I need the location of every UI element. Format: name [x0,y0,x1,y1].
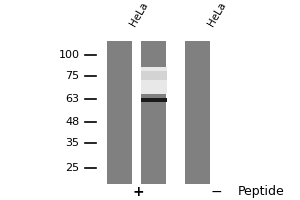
Bar [141,98,167,102]
Text: HeLa: HeLa [206,1,228,28]
Text: 100: 100 [58,50,80,60]
Text: −: − [211,185,223,199]
FancyBboxPatch shape [106,41,132,184]
FancyBboxPatch shape [184,41,210,184]
Text: 48: 48 [65,117,80,127]
Text: +: + [133,185,145,199]
FancyBboxPatch shape [141,41,167,184]
Text: 63: 63 [65,94,80,104]
Text: HeLa: HeLa [128,1,150,28]
Text: Peptide: Peptide [238,185,284,198]
Text: 25: 25 [65,163,80,173]
Bar [141,71,167,80]
Bar [141,67,167,94]
Text: 35: 35 [65,138,80,148]
Text: 75: 75 [65,71,80,81]
